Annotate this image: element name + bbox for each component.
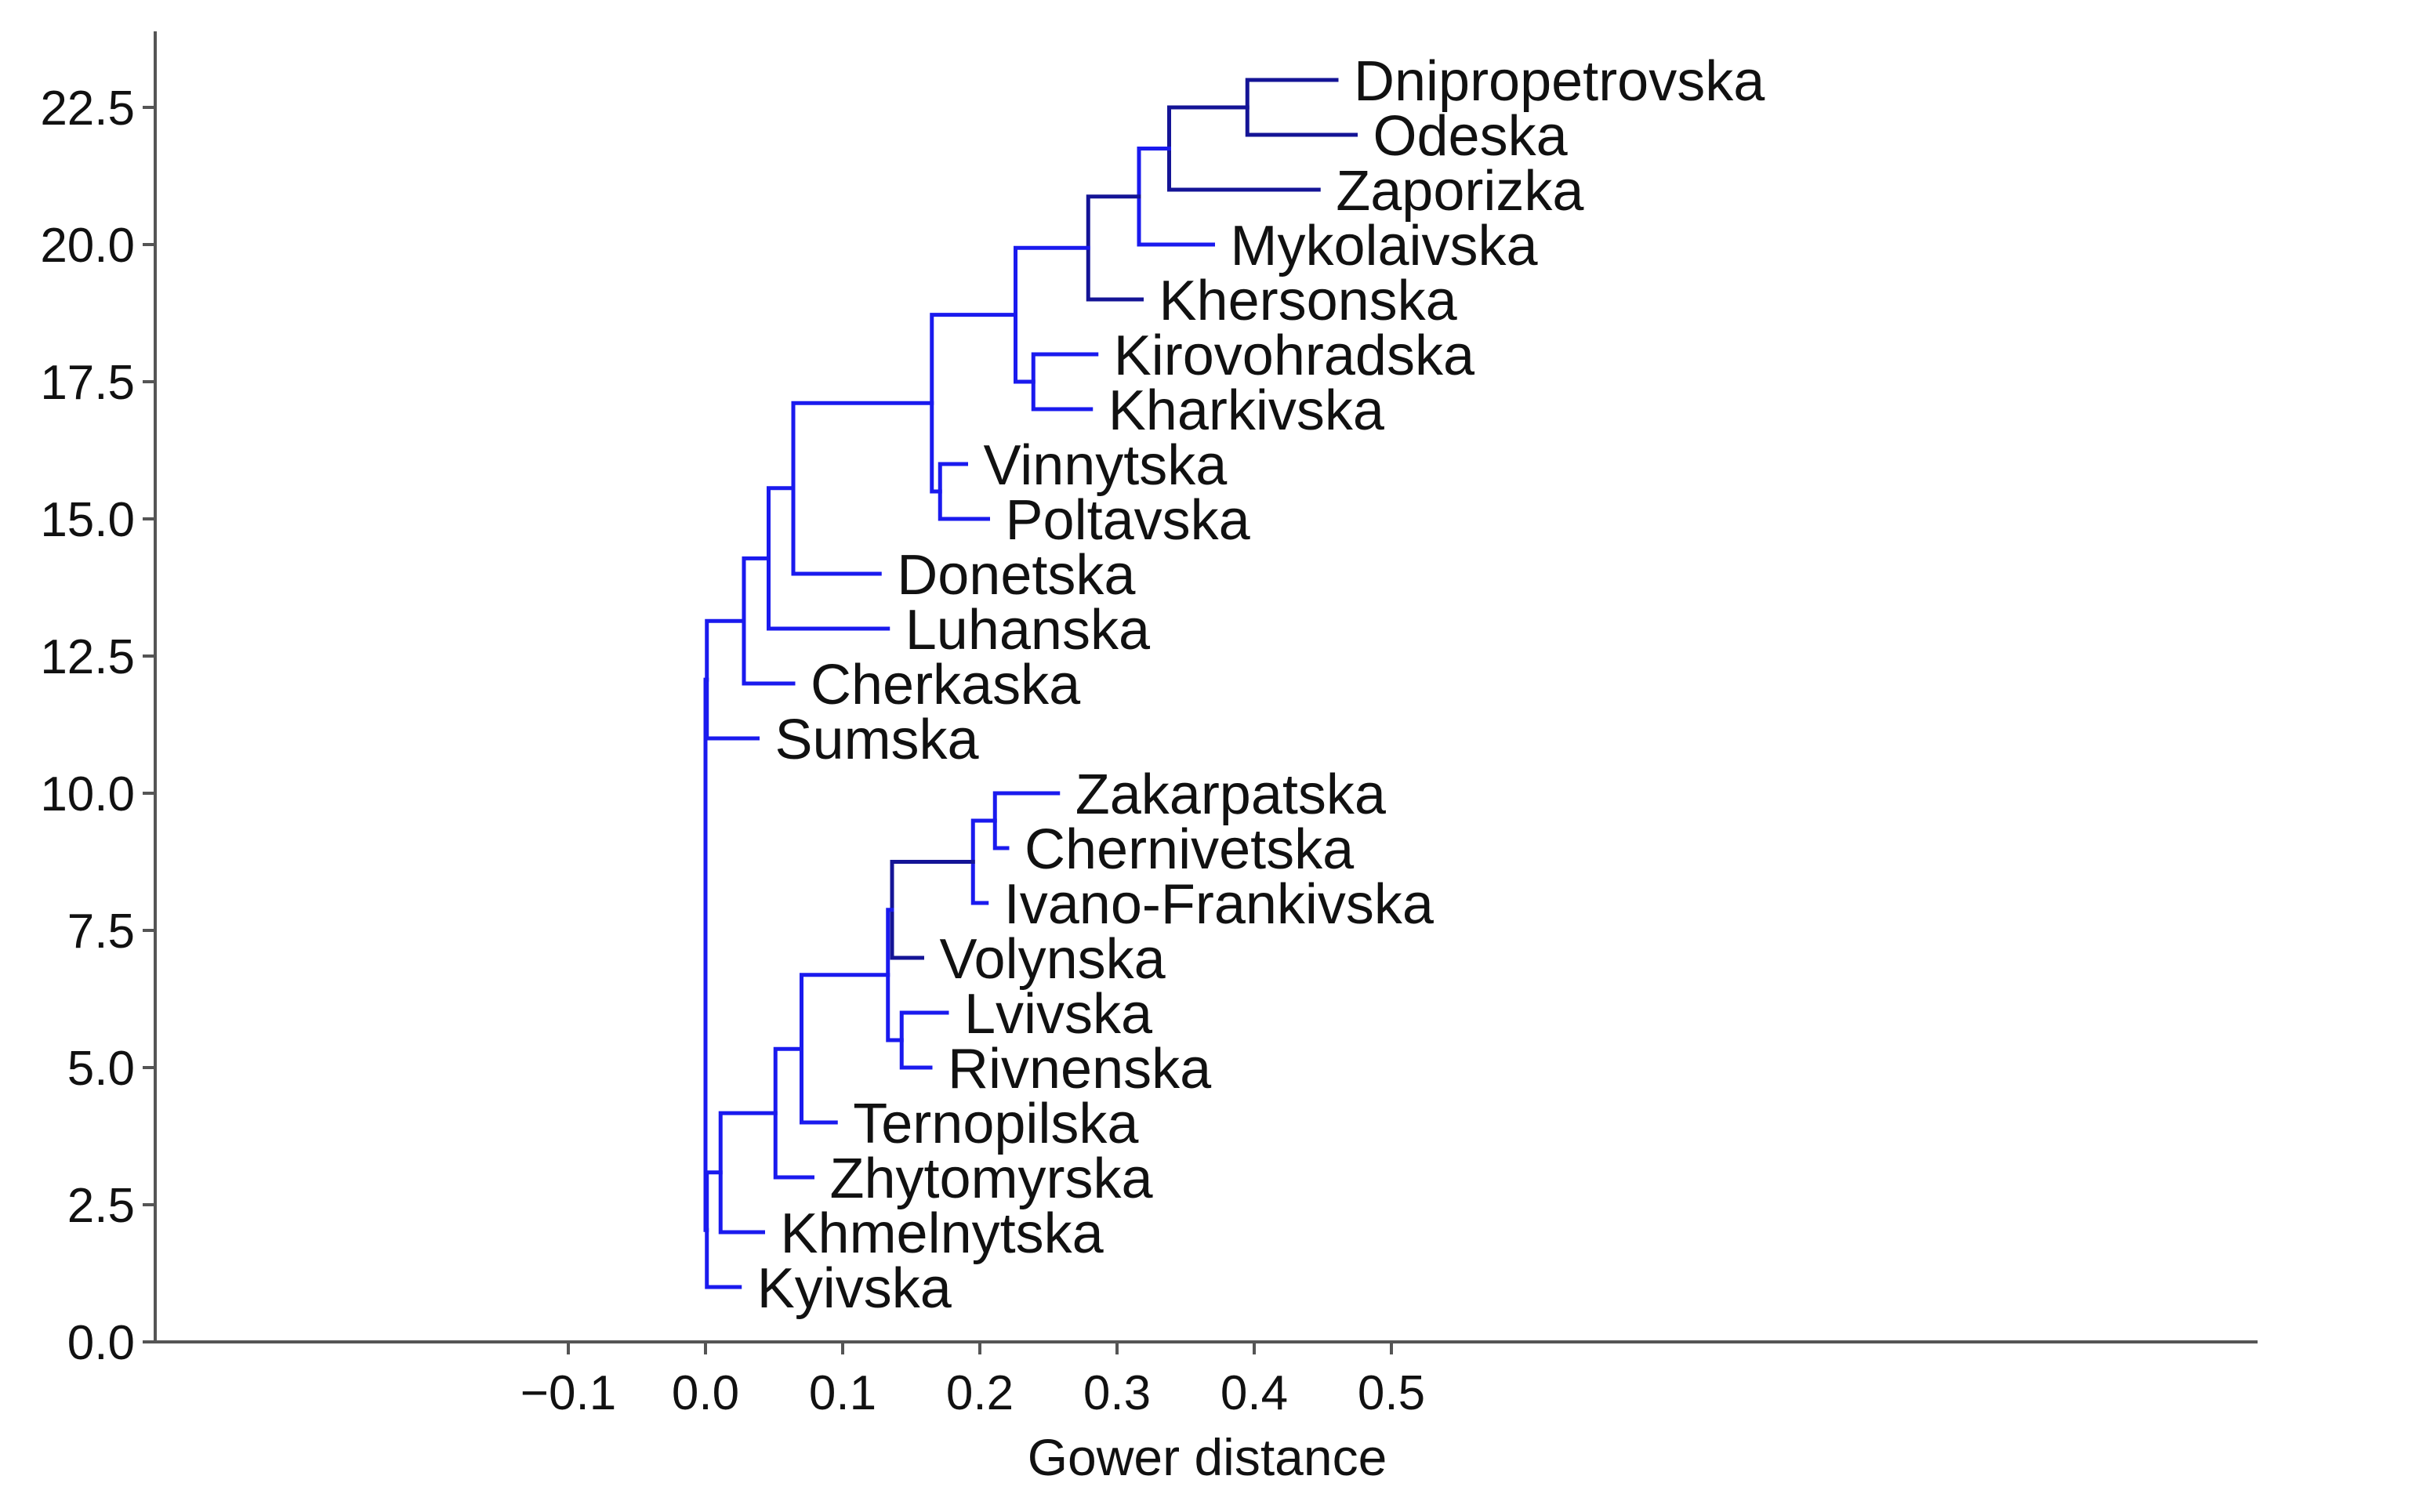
leaf-label-zaporizka: Zaporizka [1336, 160, 1584, 223]
leaf-label-kharkivska: Kharkivska [1108, 379, 1385, 442]
dendrogram-branch [938, 462, 990, 521]
dendrogram-branch [705, 1170, 742, 1289]
leaf-label-zhytomyrska: Zhytomyrska [830, 1148, 1154, 1210]
leaf-label-rivnenska: Rivnenska [948, 1038, 1212, 1100]
dendrogram-branch [1086, 194, 1144, 302]
leaf-label-ivano-frankivska: Ivano-Frankivska [1004, 873, 1435, 936]
dendrogram-branch [899, 1010, 949, 1070]
dendrogram-branch [705, 618, 760, 741]
x-ticks: −0.1 0.0 0.1 0.2 0.3 0.4 0.5 [520, 1342, 1425, 1420]
x-tick-label: 0.5 [1358, 1366, 1425, 1420]
y-tick-label: 5.0 [67, 1042, 135, 1096]
dendrogram-branch [703, 677, 709, 1232]
leaf-label-khmelnytska: Khmelnytska [781, 1202, 1104, 1265]
leaf-label-dnipropetrovska: Dnipropetrovska [1354, 50, 1765, 113]
x-tick-label: 0.0 [672, 1366, 739, 1420]
y-ticks: 0.0 2.5 5.0 7.5 10.0 12.5 15.0 17.5 20.0 22.5 [40, 82, 155, 1370]
dendrogram-branch [1245, 78, 1358, 137]
leaf-label-vinnytska: Vinnytska [984, 434, 1228, 497]
x-axis-title: Gower distance [1028, 1428, 1387, 1486]
leaf-label-ternopilska: Ternopilska [853, 1093, 1139, 1155]
dendrogram-branch [1014, 245, 1090, 384]
x-tick-label: 0.1 [809, 1366, 876, 1420]
leaf-label-kirovohradska: Kirovohradska [1114, 325, 1475, 387]
dendrogram-branch [886, 908, 904, 1042]
y-tick-label: 0.0 [67, 1316, 135, 1370]
leaf-label-cherkaska: Cherkaska [811, 654, 1081, 716]
dendrogram-branch [767, 486, 890, 631]
leaf-label-kyivska: Kyivska [757, 1257, 952, 1320]
y-tick-label: 22.5 [40, 82, 135, 136]
leaf-label-zakarpatska: Zakarpatska [1075, 763, 1387, 826]
branch-group [703, 78, 1358, 1289]
y-tick-label: 15.0 [40, 493, 135, 547]
y-tick-label: 10.0 [40, 767, 135, 821]
leaf-label-mykolaivska: Mykolaivska [1231, 215, 1539, 277]
leaf-label-chernivetska: Chernivetska [1025, 818, 1355, 881]
dendrogram-branch [970, 818, 997, 905]
y-tick-label: 7.5 [67, 905, 135, 959]
dendrogram-branch [1167, 105, 1321, 192]
y-tick-label: 17.5 [40, 356, 135, 410]
x-tick-label: 0.4 [1221, 1366, 1288, 1420]
dendrogram-branch [718, 1111, 778, 1235]
leaf-label-donetska: Donetska [897, 544, 1136, 607]
x-tick-label: −0.1 [520, 1366, 616, 1420]
leaf-label-volynska: Volynska [940, 928, 1166, 991]
dendrogram-branch [1137, 147, 1215, 247]
leaf-label-khersonska: Khersonska [1159, 270, 1458, 332]
axes-group [154, 31, 2258, 1343]
y-tick-label: 20.0 [40, 219, 135, 273]
x-tick-label: 0.3 [1083, 1366, 1151, 1420]
leaf-label-lvivska: Lvivska [964, 983, 1153, 1046]
dendrogram-branch [1031, 352, 1099, 412]
leaf-label-luhanska: Luhanska [905, 599, 1151, 662]
leaf-label-odeska: Odeska [1373, 105, 1569, 168]
leaf-label-sumska: Sumska [775, 709, 980, 771]
y-tick-label: 2.5 [67, 1179, 135, 1233]
dendrogram-branch [773, 1046, 814, 1180]
leaf-label-poltavska: Poltavska [1006, 489, 1251, 552]
x-tick-label: 0.2 [946, 1366, 1014, 1420]
leaf-labels: DnipropetrovskaOdeskaZaporizkaMykolaivsk… [757, 50, 1765, 1320]
y-tick-label: 12.5 [40, 630, 135, 684]
